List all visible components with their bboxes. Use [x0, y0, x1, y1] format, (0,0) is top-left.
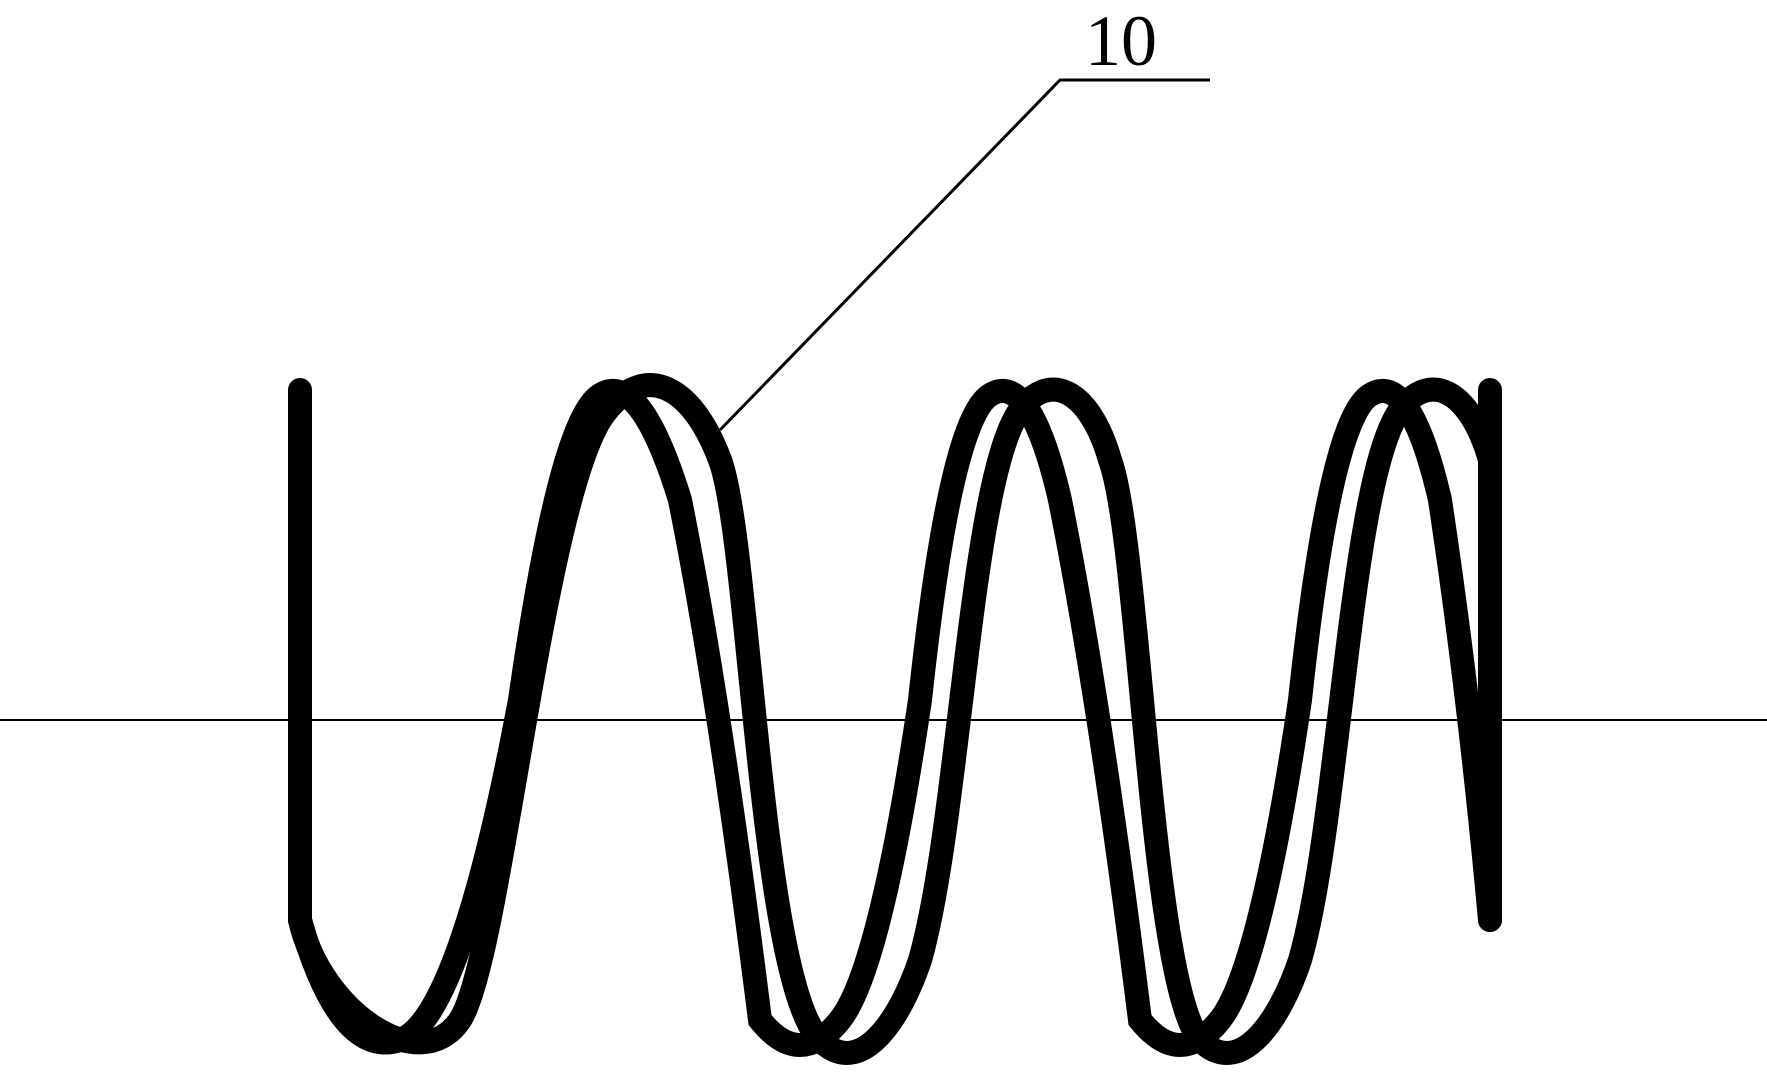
- spring-diagram: 10: [0, 0, 1767, 1074]
- reference-label: 10: [1085, 0, 1157, 83]
- diagram-svg: [0, 0, 1767, 1074]
- leader-line: [720, 80, 1210, 430]
